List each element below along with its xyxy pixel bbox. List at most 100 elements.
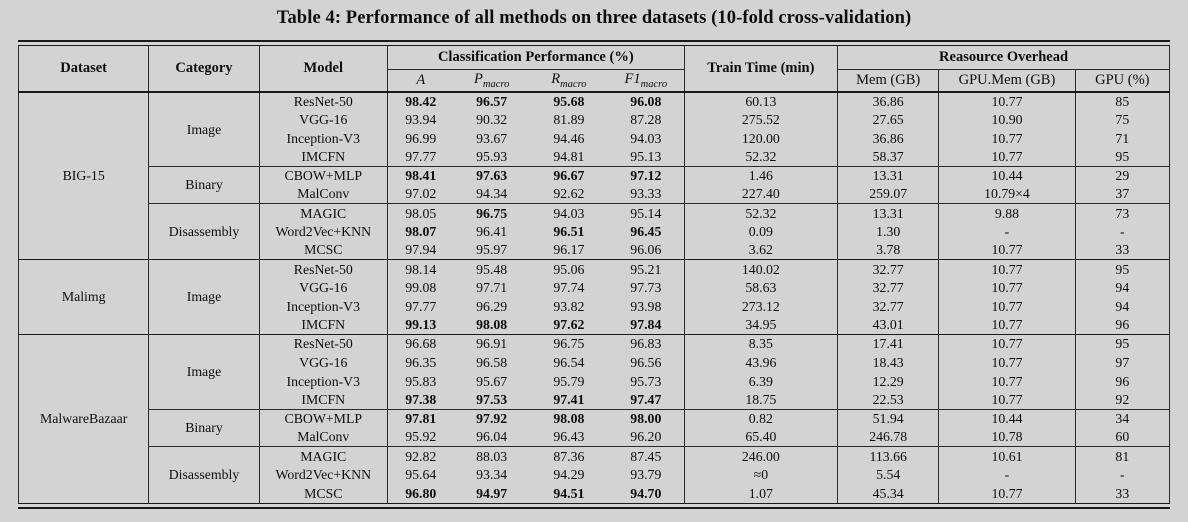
cell-train-time: 18.75	[684, 390, 839, 410]
cell-precision-macro: 96.41	[476, 224, 508, 240]
cell-precision-macro: 93.34	[476, 466, 508, 482]
table-row: VGG-16 96.35 96.58 96.54 96.56 43.96 18.43 10.7…	[19, 353, 1170, 372]
cell-gpu-mem: 10.77	[938, 483, 1076, 503]
cell-train-time: 6.39	[684, 371, 839, 391]
cell-precision-macro: 96.58	[476, 354, 508, 370]
cell-precision-macro: 97.63	[453, 165, 530, 185]
cell-precision-macro: 96.91	[453, 333, 530, 354]
cell-gpu-mem: 10.77	[938, 353, 1076, 372]
cell-train-time: 140.02	[684, 259, 839, 279]
cell-recall-macro: 96.75	[529, 333, 608, 354]
cell-model: MAGIC	[259, 203, 388, 223]
cell-gpu-mem: 9.88	[938, 203, 1076, 223]
cell-model: IMCFN	[259, 315, 388, 335]
cell-gpu-mem: 10.77	[938, 91, 1076, 111]
cell-gpu: 94	[1115, 298, 1130, 314]
cell-precision-macro: 97.92	[453, 408, 530, 428]
cell-gpu-mem: 10.77	[938, 371, 1076, 391]
table-row: Word2Vec+KNN 98.07 96.41 96.51 96.45 0.09 1.30…	[19, 222, 1170, 242]
cell-dataset: MalwareBazaar	[18, 333, 150, 503]
cell-gpu: 81	[1075, 446, 1170, 466]
cell-model: VGG-16	[259, 353, 388, 372]
cell-dataset: BIG-15	[18, 91, 150, 260]
cell-train-time: 1.46	[684, 165, 839, 185]
cell-train-time: 3.62	[684, 241, 839, 260]
cell-mem: 13.31	[837, 165, 940, 185]
cell-model: ResNet-50	[259, 333, 388, 354]
cell-recall-macro: 95.06	[529, 259, 608, 279]
cell-f1-macro: 96.83	[607, 333, 685, 354]
cell-category: Image	[148, 91, 260, 167]
cell-model: MCSC	[259, 483, 388, 503]
cell-recall-macro: 97.41	[553, 391, 585, 407]
cell-mem: 58.37	[837, 147, 940, 167]
cell-f1-macro: 95.73	[607, 371, 685, 391]
cell-accuracy: 96.80	[405, 485, 437, 501]
cell-recall-macro: 97.62	[553, 317, 585, 333]
cell-mem: 32.77	[837, 278, 940, 298]
cell-train-time: 65.40	[684, 427, 839, 447]
cell-precision-macro: 95.67	[476, 373, 508, 389]
cell-accuracy: 96.35	[405, 354, 437, 370]
cell-gpu-mem: 10.77	[938, 241, 1076, 260]
cell-mem: 13.31	[837, 203, 940, 223]
header-row-metrics: A Pmacro Rmacro F1macro Mem (GB) GPU.Mem (GB)…	[19, 69, 1170, 93]
cell-train-time: 120.00	[684, 128, 839, 148]
cell-recall-macro: 94.51	[553, 485, 585, 501]
cell-recall-macro: 92.62	[553, 186, 585, 202]
cell-accuracy: 98.42	[405, 93, 437, 109]
cell-gpu: 94	[1115, 280, 1130, 296]
cell-gpu: 95	[1075, 333, 1170, 354]
table-row: Word2Vec+KNN 95.64 93.34 94.29 93.79 ≈0 5.54- -	[19, 465, 1170, 484]
table-row: VGG-16 93.94 90.32 81.89 87.28 275.52 27.65 10.…	[19, 110, 1170, 129]
table-row: MalConv 95.92 96.04 96.43 96.20 65.40 246.78 10…	[19, 427, 1170, 447]
cell-gpu-mem: 10.77	[938, 297, 1076, 316]
cell-accuracy: 99.08	[405, 280, 437, 296]
col-header-metric-a: A	[387, 69, 454, 93]
cell-precision-macro: 95.97	[476, 242, 508, 258]
table-body: BIG-15 Image ResNet-50 98.42 96.57 95.68 96.08…	[18, 91, 1170, 503]
cell-gpu: 95	[1075, 259, 1170, 279]
cell-recall-macro: 94.46	[553, 130, 585, 146]
header-row-groups: Dataset Category Model Classification Perfo…	[18, 46, 1170, 93]
cell-gpu: 33	[1115, 485, 1130, 501]
table-header: Dataset Category Model Classification Perfo…	[18, 46, 1170, 93]
cell-accuracy: 99.13	[405, 317, 437, 333]
cell-mem: 32.77	[837, 259, 940, 279]
cell-f1-macro: 98.00	[607, 408, 685, 428]
cell-accuracy: 95.92	[405, 429, 437, 445]
cell-mem: 17.41	[837, 333, 940, 354]
cell-precision-macro: 88.03	[453, 446, 530, 466]
table-row: MCSC 97.94 95.97 96.17 96.06 3.62 3.78 10.77 33	[19, 241, 1170, 260]
cell-model: MCSC	[259, 241, 388, 260]
table-row: VGG-16 99.08 97.71 97.74 97.73 58.63 32.77 10.7…	[19, 278, 1170, 298]
cell-gpu: 34	[1075, 408, 1170, 428]
table-row: IMCFN 99.13 98.08 97.62 97.84 34.95 43.01 10.77…	[19, 315, 1170, 335]
cell-train-time: 273.12	[684, 297, 839, 316]
col-header-metric-f1: F1macro	[607, 69, 685, 93]
cell-recall-macro: 94.03	[529, 203, 608, 223]
table-row: BIG-15 Image ResNet-50 98.42 96.57 95.68 96.08…	[18, 91, 1170, 260]
cell-recall-macro: 96.17	[553, 242, 585, 258]
cell-gpu-mem: -	[938, 222, 1076, 242]
cell-gpu-mem: 10.79×4	[938, 184, 1076, 204]
cell-model: ResNet-50	[259, 259, 388, 279]
cell-recall-macro: 96.51	[553, 224, 585, 240]
cell-model: VGG-16	[259, 278, 388, 298]
cell-f1-macro: 96.45	[607, 222, 685, 242]
cell-f1-macro: 93.33	[607, 184, 685, 204]
table-row: MalwareBazaar Image ResNet-50 96.68 96.91 96.…	[18, 333, 1170, 503]
cell-f1-macro: 97.12	[607, 165, 685, 185]
cell-accuracy: 96.99	[405, 130, 437, 146]
cell-mem: 45.34	[837, 483, 940, 503]
cell-gpu-mem: 10.77	[938, 315, 1076, 335]
cell-model: MalConv	[259, 184, 388, 204]
cell-f1-macro: 97.47	[607, 390, 685, 410]
cell-model: MalConv	[259, 427, 388, 447]
cell-dataset: Malimg	[18, 259, 150, 335]
col-group-classification: Classification Performance (%)	[387, 46, 685, 70]
cell-mem: 1.30	[837, 222, 940, 242]
cell-precision-macro: 97.53	[476, 391, 508, 407]
cell-precision-macro: 94.34	[476, 186, 508, 202]
cell-model: Inception-V3	[259, 297, 388, 316]
